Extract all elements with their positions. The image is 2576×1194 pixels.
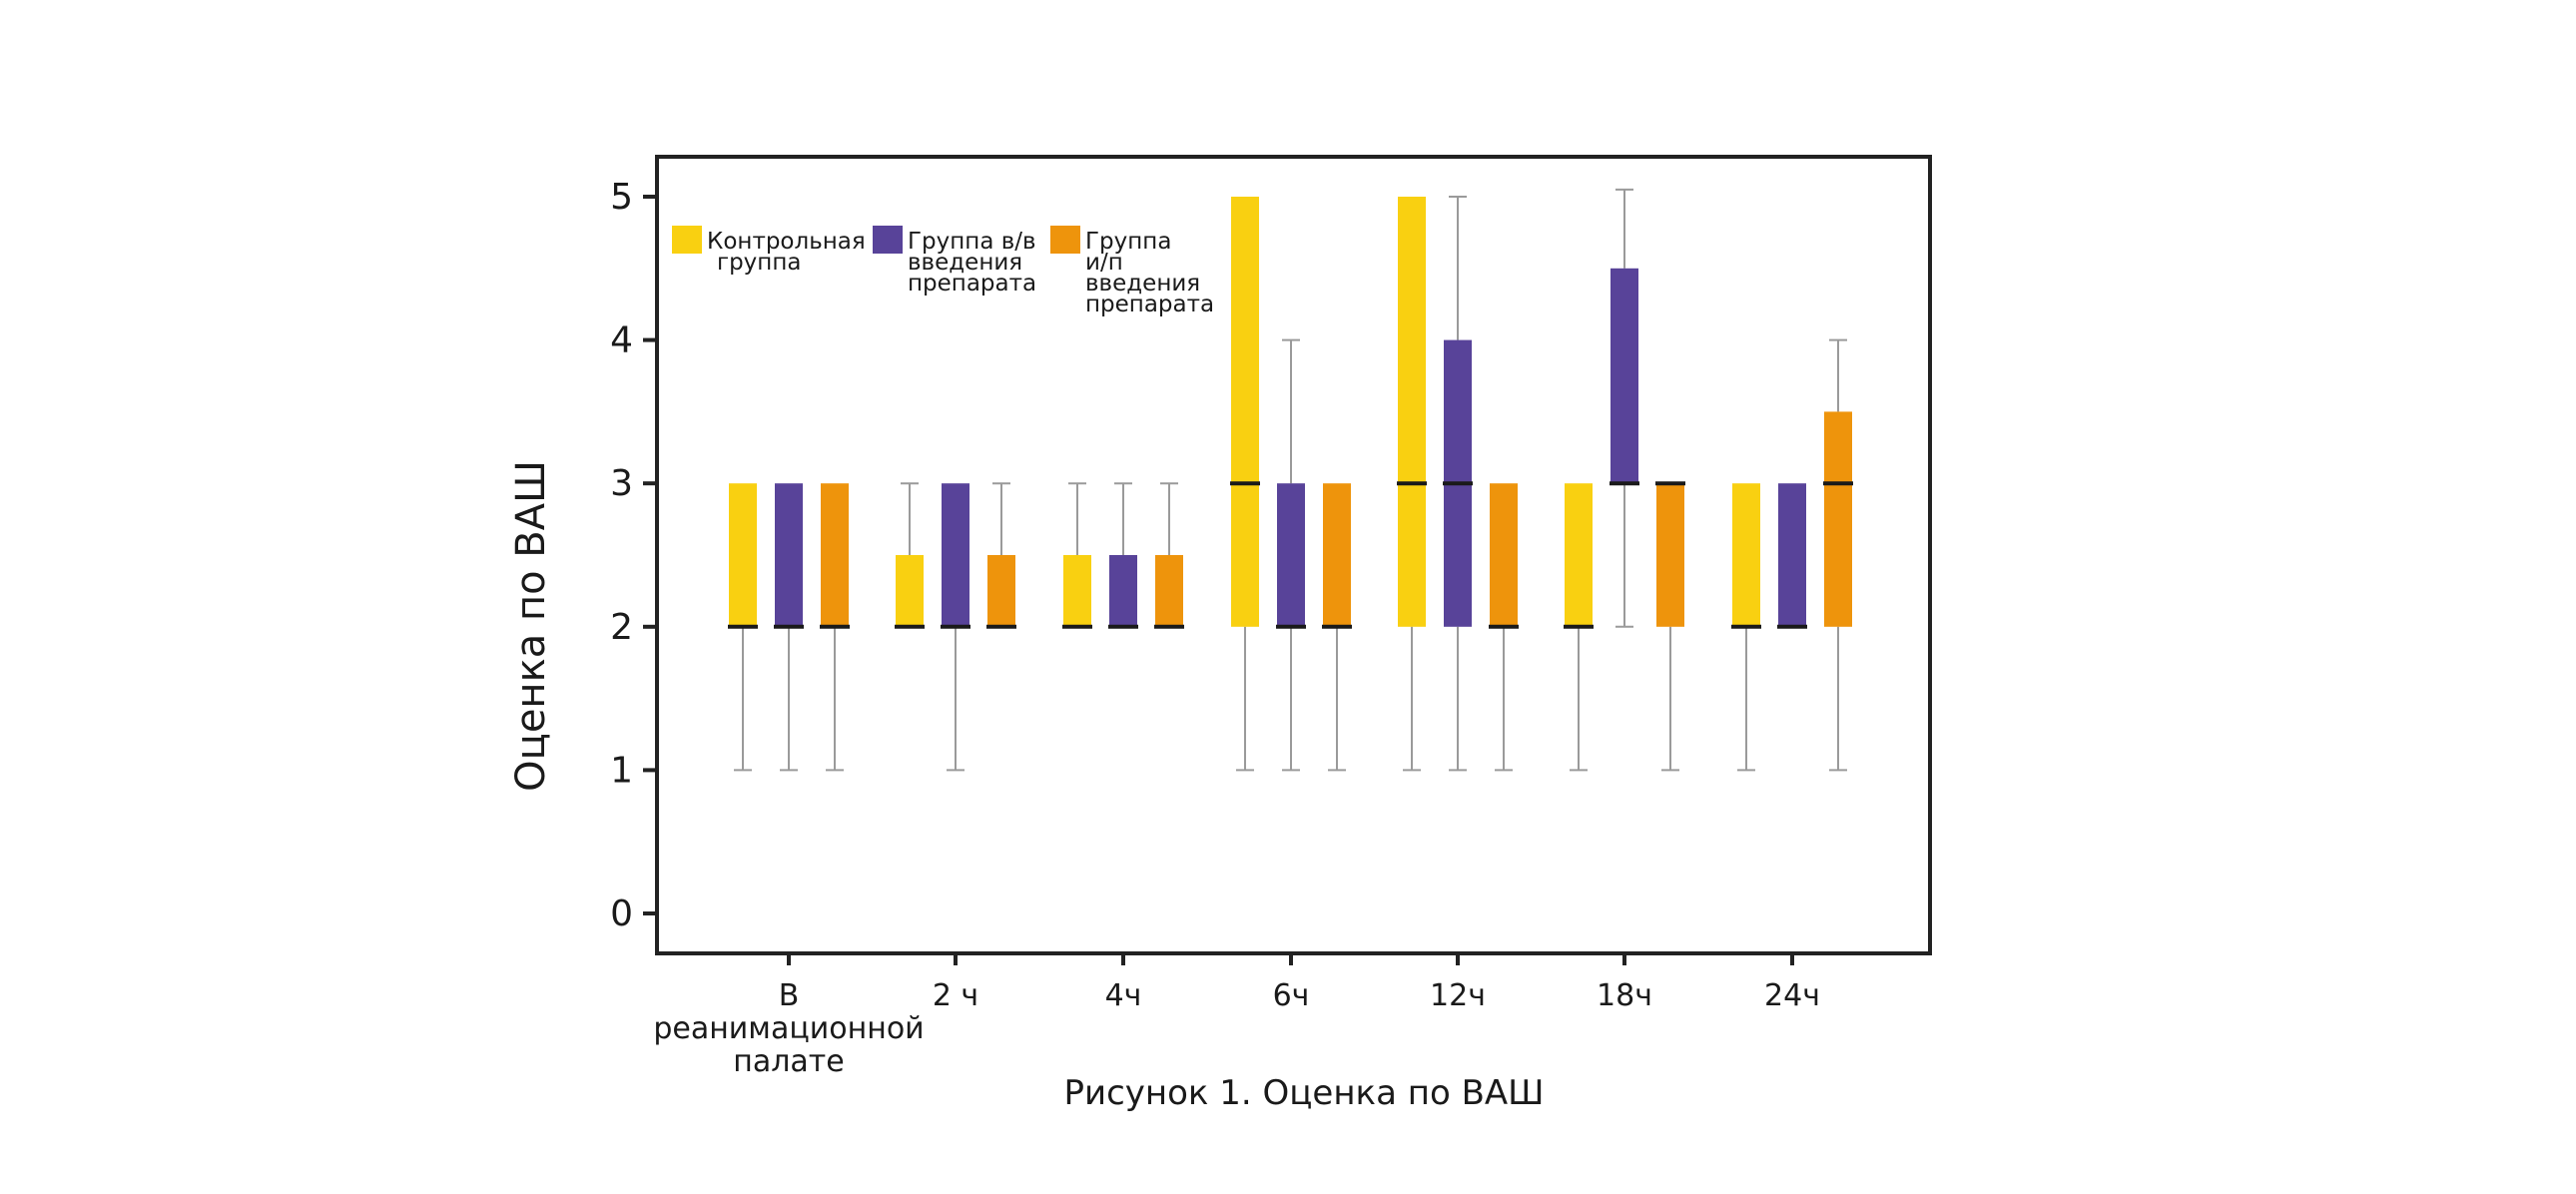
box	[1231, 197, 1259, 627]
x-tick-label: 4ч	[1105, 978, 1142, 1013]
box	[987, 555, 1015, 627]
box-group	[1610, 188, 1639, 628]
box-group	[1108, 482, 1138, 629]
box	[1323, 483, 1351, 627]
box	[1277, 483, 1305, 627]
box	[1656, 483, 1684, 627]
x-tick-label-line: 2 ч	[933, 978, 978, 1013]
box-group	[820, 483, 850, 772]
box-group	[895, 482, 925, 629]
y-tick-label: 3	[610, 463, 633, 504]
legend-label-line: Группа в/в	[908, 229, 1036, 255]
box	[1109, 555, 1137, 627]
legend-label: Контрольная группа	[707, 229, 866, 276]
y-tick-label: 0	[610, 894, 633, 934]
box-group	[1062, 482, 1092, 629]
box-group	[941, 483, 970, 772]
box	[1155, 555, 1183, 627]
legend-item: Группа и/п введения препарата	[1050, 226, 1214, 317]
box-group	[1397, 197, 1427, 772]
legend-label-line: группа	[717, 250, 801, 276]
legend-label-line: Контрольная	[707, 229, 866, 255]
x-tick-label: 18ч	[1597, 978, 1652, 1013]
box	[1824, 411, 1852, 627]
y-tick-label: 5	[610, 177, 633, 218]
legend-label-line: Группа	[1085, 229, 1171, 255]
legend-label-line: введения	[908, 250, 1022, 276]
figure-caption: Рисунок 1. Оценка по ВАШ	[1063, 1073, 1544, 1113]
plot-frame	[655, 155, 1932, 955]
x-tick-label-line: палате	[733, 1044, 845, 1079]
box-group	[1489, 483, 1519, 772]
labels: Оценка по ВАШ Рисунок 1. Оценка по ВАШ	[508, 460, 1545, 1113]
y-tick-label: 4	[610, 320, 633, 361]
legend-swatch	[1050, 226, 1080, 254]
box	[896, 555, 924, 627]
x-tick-label-line: реанимационной	[653, 1011, 924, 1046]
legend-item: Группа в/в введения препарата	[873, 226, 1036, 297]
x-tick-label-line: 4ч	[1105, 978, 1142, 1013]
x-tick-label-line: 24ч	[1764, 978, 1820, 1013]
x-tick-label-line: 18ч	[1597, 978, 1652, 1013]
x-tick-label: 2 ч	[933, 978, 978, 1013]
x-tick-label: 6ч	[1273, 978, 1310, 1013]
plot-marks	[728, 188, 1853, 772]
y-tick-label: 2	[610, 607, 633, 648]
box	[1565, 483, 1593, 627]
box-group	[1276, 338, 1306, 772]
box	[1398, 197, 1426, 627]
x-tick-label: 12ч	[1430, 978, 1486, 1013]
box-group	[774, 483, 804, 772]
box-group	[1777, 483, 1807, 629]
legend-label-line: введения	[1085, 271, 1200, 297]
box	[1610, 268, 1638, 484]
box-group	[1154, 482, 1184, 629]
box	[942, 483, 969, 627]
legend-swatch	[672, 226, 702, 254]
box	[1490, 483, 1518, 627]
legend-label-line: препарата	[1085, 292, 1214, 317]
axes: 0 1 2 3 4 5 В реанимационной палате 2 ч 4ч 6ч 12ч 18ч…	[610, 155, 1932, 1079]
box-group	[1655, 481, 1685, 772]
box	[1778, 483, 1806, 627]
legend-label: Группа и/п введения препарата	[1085, 229, 1214, 317]
legend-label-line: и/п	[1085, 250, 1123, 276]
box-group	[1823, 338, 1853, 772]
x-tick-label: 24ч	[1764, 978, 1820, 1013]
x-tick-label-line: 12ч	[1430, 978, 1486, 1013]
x-tick-label-line: 6ч	[1273, 978, 1310, 1013]
box-group	[986, 482, 1016, 629]
y-tick-label: 1	[610, 750, 633, 791]
legend-label-line: препарата	[908, 271, 1036, 297]
box-group	[1564, 483, 1594, 772]
x-tick-label-line: В	[779, 978, 800, 1013]
box-group	[1322, 483, 1352, 772]
legend-item: Контрольная группа	[672, 226, 866, 276]
y-axis-label: Оценка по ВАШ	[508, 460, 554, 792]
box	[821, 483, 849, 627]
box	[775, 483, 803, 627]
box-group	[1443, 196, 1473, 772]
legend-label: Группа в/в введения препарата	[908, 229, 1036, 297]
box	[729, 483, 757, 627]
box-group	[1731, 483, 1761, 772]
box-group	[1230, 197, 1260, 772]
box	[1732, 483, 1760, 627]
box	[1063, 555, 1091, 627]
legend-swatch	[873, 226, 903, 254]
box-group	[728, 483, 758, 772]
